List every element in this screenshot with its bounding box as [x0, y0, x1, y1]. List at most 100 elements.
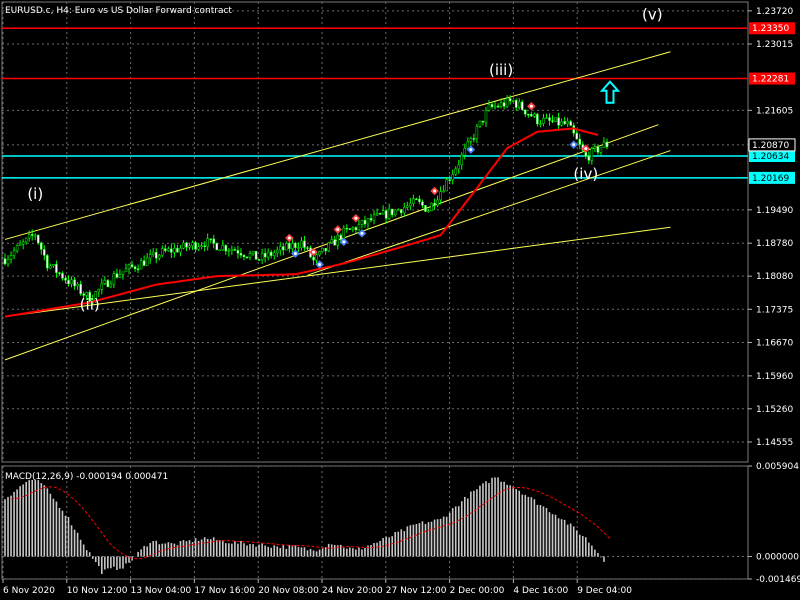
candle-body	[272, 252, 276, 256]
candle-body	[536, 113, 539, 125]
candle-body	[15, 245, 19, 252]
candle-body	[481, 120, 485, 123]
macd-axis[interactable]: 0.005904 0.000000 -0.001469	[748, 462, 800, 585]
candle-body	[200, 245, 203, 248]
wave-label: (iv)	[573, 165, 598, 183]
time-tick-label: 20 Nov 08:00	[258, 586, 319, 596]
candle-body	[554, 117, 557, 122]
candle-body	[182, 242, 185, 249]
candle-body	[167, 248, 170, 251]
candle-body	[279, 246, 282, 251]
candle-body	[475, 126, 479, 140]
time-tick-label: 4 Dec 16:00	[513, 586, 568, 596]
candle-body	[469, 138, 473, 142]
candle-body	[496, 105, 500, 108]
candle-body	[115, 273, 119, 278]
candle-body	[112, 273, 116, 285]
candle-body	[269, 251, 273, 256]
signal-marker-dot	[360, 231, 364, 235]
candle-body	[533, 113, 536, 117]
candle-body	[451, 174, 454, 181]
candle-body	[578, 138, 581, 145]
price-level-label: 1.20169	[752, 174, 789, 184]
macd-pane[interactable]: MACD(12,26,9) -0.000194 0.000471	[1, 465, 749, 580]
candle-body	[170, 248, 173, 253]
time-axis[interactable]: 6 Nov 2020 10 Nov 12:00 13 Nov 04:00 17 Nov…	[2, 579, 632, 596]
price-level-tag	[749, 171, 795, 184]
candle-body	[484, 110, 488, 123]
candle-body	[85, 292, 88, 296]
candle-body	[148, 254, 152, 259]
candle-body	[12, 250, 16, 256]
candle-body	[70, 279, 73, 285]
candle-body	[551, 120, 554, 122]
candle-body	[330, 239, 333, 244]
candle-body	[602, 141, 606, 148]
candle-body	[40, 242, 43, 250]
trendline	[307, 150, 671, 276]
candle-body	[318, 251, 321, 256]
candle-body	[381, 210, 385, 215]
candle-body	[478, 120, 482, 127]
candle-body	[557, 117, 560, 126]
candle-body	[285, 242, 288, 251]
candle-body	[34, 234, 37, 237]
signal-marker-dot	[318, 262, 322, 266]
candle-body	[24, 237, 28, 243]
candle-body	[596, 146, 600, 153]
candle-body	[76, 283, 79, 287]
wave-label: (ii)	[80, 295, 100, 313]
candle-body	[518, 101, 521, 108]
macd-tick-label: 0.000000	[756, 552, 799, 562]
candle-body	[363, 219, 367, 225]
candle-body	[415, 198, 418, 200]
macd-tick-label: -0.001469	[756, 575, 800, 585]
candle-body	[563, 121, 566, 125]
macd-signal-line	[11, 486, 611, 560]
candle-body	[151, 252, 155, 255]
price-tick-label: 1.17375	[756, 305, 793, 315]
signal-marker-dot	[342, 240, 346, 244]
candle-body	[49, 265, 52, 269]
candle-body	[203, 245, 206, 248]
price-tick-label: 1.14555	[756, 438, 793, 448]
symbol-label: EURUSD.c	[5, 6, 51, 16]
wave-label: (iii)	[489, 61, 513, 79]
time-tick-label: 17 Nov 16:00	[194, 586, 255, 596]
current-price-label: 1.20870	[752, 141, 789, 151]
candle-body	[142, 260, 146, 266]
candle-body	[288, 242, 291, 249]
up-arrow-icon	[599, 80, 621, 104]
candle-body	[508, 98, 512, 102]
time-tick-label: 24 Nov 20:00	[322, 586, 383, 596]
candle-body	[124, 268, 128, 273]
candle-body	[575, 132, 578, 140]
candle-body	[158, 254, 161, 259]
candle-body	[67, 280, 70, 285]
candle-body	[378, 213, 382, 215]
candle-body	[524, 109, 527, 115]
candle-body	[463, 147, 467, 156]
price-axis[interactable]: 1.23720 1.23015 1.21605 1.20870 1.19490 1.187…	[748, 7, 796, 448]
candle-body	[173, 248, 176, 253]
candle-body	[593, 146, 597, 149]
candle-body	[215, 243, 218, 251]
candle-body	[97, 289, 101, 292]
candle-body	[209, 238, 212, 240]
candle-body	[448, 179, 451, 181]
time-tick-label: 9 Dec 04:00	[577, 586, 632, 596]
candle-body	[9, 255, 13, 260]
candle-body	[179, 247, 182, 253]
candle-body	[303, 240, 306, 248]
price-tick-label: 1.15260	[756, 405, 793, 415]
candle-body	[372, 214, 376, 221]
candle-body	[239, 253, 243, 256]
candle-body	[263, 252, 267, 258]
candle-body	[106, 280, 110, 288]
candle-body	[466, 140, 470, 149]
candle-body	[227, 250, 231, 252]
main-pane[interactable]: (i) (ii) (iii) (iv) (v) EURUSD.c, H4: Euro v…	[1, 1, 749, 463]
candle-body	[315, 254, 318, 261]
time-tick-label: 13 Nov 04:00	[131, 586, 192, 596]
